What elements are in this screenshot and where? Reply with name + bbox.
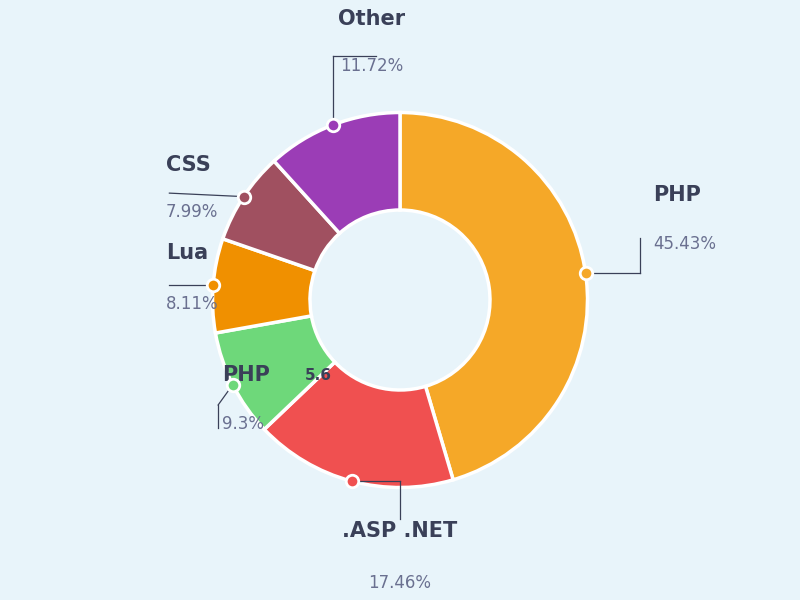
Text: 8.11%: 8.11% <box>166 295 218 313</box>
Text: CSS: CSS <box>166 155 210 175</box>
Wedge shape <box>274 113 400 233</box>
Wedge shape <box>400 113 587 480</box>
Text: 5.6: 5.6 <box>304 367 331 383</box>
Wedge shape <box>215 316 335 430</box>
Wedge shape <box>222 161 339 271</box>
Text: 7.99%: 7.99% <box>166 203 218 221</box>
Text: Other: Other <box>338 9 406 29</box>
Text: 9.3%: 9.3% <box>222 415 264 433</box>
Text: 45.43%: 45.43% <box>653 235 716 253</box>
Wedge shape <box>213 239 315 333</box>
Text: 11.72%: 11.72% <box>340 56 403 74</box>
Text: .ASP .NET: .ASP .NET <box>342 521 458 541</box>
Text: PHP: PHP <box>222 365 270 385</box>
Text: 17.46%: 17.46% <box>369 574 431 592</box>
Text: Lua: Lua <box>166 244 208 263</box>
Wedge shape <box>264 362 453 487</box>
Text: PHP: PHP <box>653 185 701 205</box>
